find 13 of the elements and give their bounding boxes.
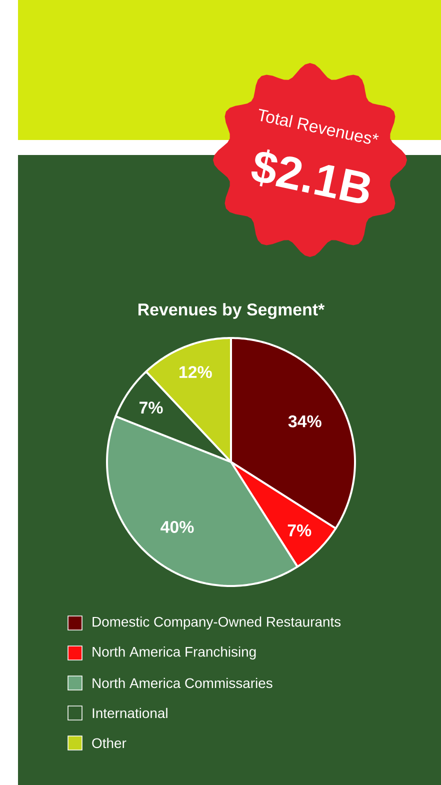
data-label: 12%: [180, 366, 212, 378]
legend-label: International: [92, 708, 168, 718]
legend-label: Domestic Company-Owned Restaurants: [92, 616, 341, 630]
data-label: 34%: [288, 415, 322, 428]
data-label: 7%: [288, 524, 312, 536]
legend-label: North America Franchising: [92, 646, 256, 660]
data-label: 40%: [160, 520, 194, 533]
text: Total Revenues*: [258, 108, 379, 144]
data-label: 7%: [139, 402, 163, 414]
legend-label: Other: [92, 738, 126, 748]
text: $2.1B: [251, 149, 370, 204]
chart-title: Revenues by Segment*: [138, 303, 325, 319]
legend-label: North America Commissaries: [92, 678, 272, 688]
